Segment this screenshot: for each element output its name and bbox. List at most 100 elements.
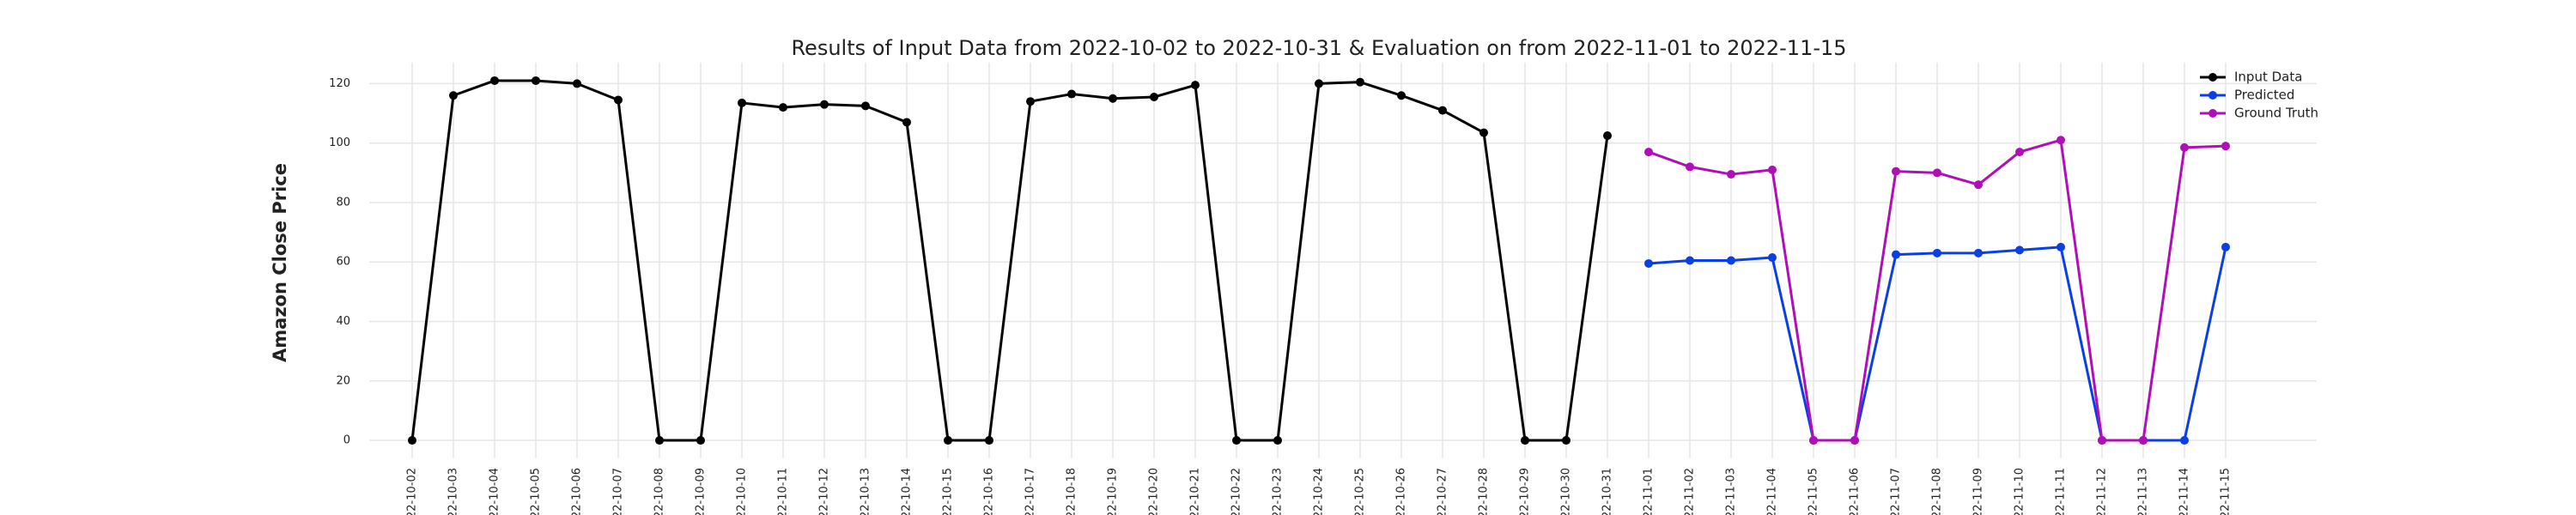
x-tick-label: 2022-11-08 — [1931, 468, 1944, 515]
x-tick-label: 2022-11-07 — [1890, 468, 1903, 515]
x-tick-label: 2022-10-18 — [1066, 468, 1078, 515]
x-tick-label: 2022-10-19 — [1107, 468, 1120, 515]
data-point — [1603, 131, 1612, 141]
x-tick-label: 2022-10-05 — [530, 468, 543, 515]
data-point — [1397, 91, 1406, 100]
data-point — [1191, 81, 1200, 90]
data-point — [2015, 245, 2024, 255]
data-point — [1727, 256, 1735, 265]
data-point — [1521, 436, 1529, 445]
x-tick-label: 2022-10-26 — [1395, 468, 1408, 515]
data-point — [1479, 128, 1488, 137]
data-point — [738, 98, 746, 107]
x-tick-label: 2022-10-08 — [653, 468, 666, 515]
data-point — [1974, 180, 1983, 190]
data-point — [944, 436, 952, 445]
x-tick-label: 2022-11-15 — [2220, 468, 2233, 515]
data-point — [1150, 93, 1158, 102]
data-point — [2221, 142, 2230, 151]
data-point — [1768, 253, 1777, 263]
x-tick-label: 2022-11-12 — [2096, 468, 2109, 515]
data-point — [696, 436, 705, 445]
x-tick-label: 2022-10-12 — [818, 468, 831, 515]
data-point — [1809, 436, 1818, 445]
x-tick-label: 2022-10-07 — [612, 468, 625, 515]
legend-label: Input Data — [2234, 70, 2302, 85]
data-point — [1109, 94, 1117, 103]
legend-label: Predicted — [2234, 88, 2294, 103]
x-tick-label: 2022-10-09 — [695, 468, 708, 515]
data-point — [1892, 167, 1900, 176]
legend-marker — [2208, 109, 2217, 118]
x-tick-label: 2022-10-04 — [489, 468, 501, 515]
x-tick-label: 2022-10-15 — [942, 468, 955, 515]
data-point — [2057, 136, 2065, 145]
data-point — [820, 100, 829, 109]
data-point — [779, 103, 787, 112]
x-tick-label: 2022-10-22 — [1230, 468, 1243, 515]
x-tick-label: 2022-11-11 — [2055, 468, 2068, 515]
y-tick-label: 40 — [336, 315, 350, 328]
data-point — [1974, 248, 1983, 258]
series-line — [410, 79, 1609, 442]
x-tick-label: 2022-10-02 — [406, 468, 419, 515]
data-point — [532, 76, 540, 85]
x-tick-label: 2022-11-10 — [2014, 468, 2026, 515]
data-point — [902, 118, 911, 127]
chart-title: Results of Input Data from 2022-10-02 to… — [791, 36, 1846, 60]
data-point — [2139, 436, 2148, 445]
data-point — [1438, 106, 1447, 115]
data-point — [1562, 436, 1571, 445]
x-tick-label: 2022-11-03 — [1725, 468, 1738, 515]
data-point — [1727, 170, 1735, 179]
data-point — [1644, 258, 1653, 268]
legend-marker — [2208, 73, 2217, 82]
data-point — [2015, 148, 2024, 157]
data-point — [1067, 89, 1076, 99]
data-point — [2098, 436, 2106, 445]
x-tick-label: 2022-10-24 — [1313, 468, 1326, 515]
data-point — [1933, 168, 1941, 178]
y-tick-label: 0 — [343, 434, 350, 447]
data-point — [614, 95, 623, 105]
y-axis-label: Amazon Close Price — [270, 163, 290, 362]
x-tick-label: 2022-10-06 — [571, 468, 584, 515]
x-tick-label: 2022-10-13 — [860, 468, 872, 515]
x-tick-label: 2022-11-14 — [2178, 468, 2191, 515]
y-tick-label: 60 — [336, 256, 350, 269]
x-tick-label: 2022-10-28 — [1478, 468, 1491, 515]
x-tick-label: 2022-10-03 — [447, 468, 460, 515]
x-tick-label: 2022-10-16 — [983, 468, 996, 515]
data-point — [573, 79, 581, 88]
data-point — [655, 436, 664, 445]
y-tick-label: 120 — [329, 77, 350, 90]
x-tick-label: 2022-10-25 — [1354, 468, 1367, 515]
legend-marker — [2208, 91, 2217, 100]
data-point — [1850, 436, 1859, 445]
x-tick-label: 2022-11-06 — [1849, 468, 1862, 515]
x-tick-label: 2022-10-31 — [1601, 468, 1614, 515]
data-point — [1892, 250, 1900, 259]
data-point — [1356, 77, 1364, 87]
data-point — [2180, 436, 2189, 445]
data-point — [408, 436, 416, 445]
x-tick-label: 2022-11-04 — [1766, 468, 1779, 515]
data-point — [1273, 436, 1282, 445]
x-tick-label: 2022-10-27 — [1437, 468, 1449, 515]
data-point — [490, 76, 499, 85]
data-point — [985, 436, 993, 445]
data-point — [1644, 148, 1653, 157]
data-point — [2180, 142, 2189, 152]
y-tick-label: 80 — [336, 196, 350, 209]
x-tick-label: 2022-10-21 — [1189, 468, 1202, 515]
x-tick-label: 2022-10-11 — [777, 468, 790, 515]
x-tick-label: 2022-10-29 — [1519, 468, 1532, 515]
data-point — [1026, 97, 1035, 106]
x-tick-label: 2022-11-02 — [1684, 468, 1697, 515]
y-tick-label: 100 — [329, 136, 350, 149]
x-tick-label: 2022-10-20 — [1148, 468, 1161, 515]
x-tick-label: 2022-11-09 — [1972, 468, 1985, 515]
data-point — [449, 91, 458, 100]
x-tick-label: 2022-10-23 — [1272, 468, 1285, 515]
data-point — [861, 101, 870, 111]
